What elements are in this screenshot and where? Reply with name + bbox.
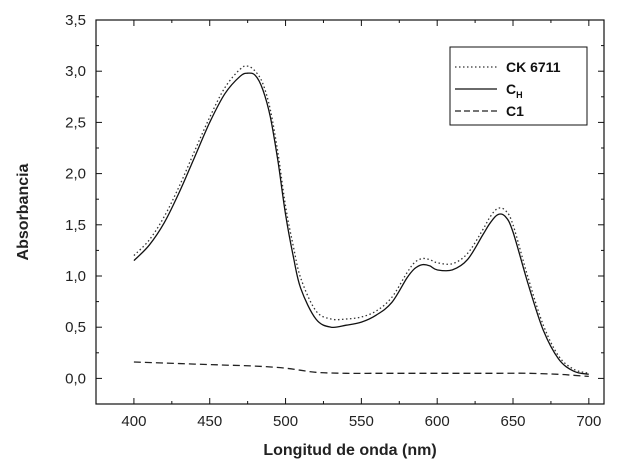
legend-label-ck6711: CK 6711 [506, 59, 561, 75]
series-line-1 [133, 72, 589, 375]
y-tick-label: 0,5 [65, 319, 86, 336]
x-tick-label: 450 [197, 413, 222, 430]
legend-label-c1: C1 [506, 103, 524, 119]
legend-label-ch: CH [506, 81, 523, 100]
y-axis: 0,0 0,5 1,0 1,5 2,0 2,5 3,0 3,5 [65, 12, 604, 387]
y-tick-label: 3,0 [65, 63, 86, 80]
x-tick-label: 550 [349, 413, 374, 430]
x-tick-label: 700 [576, 413, 601, 430]
series-line-0 [133, 65, 589, 374]
x-tick-label: 600 [425, 413, 450, 430]
y-tick-label: 2,0 [65, 166, 86, 183]
x-tick-label: 400 [121, 413, 146, 430]
y-tick-label: 0,0 [65, 370, 86, 387]
x-axis: 400 450 500 550 600 650 700 [121, 20, 601, 430]
y-tick-label: 3,5 [65, 12, 86, 29]
legend-box [449, 46, 588, 126]
y-tick-label: 2,5 [65, 114, 86, 131]
legend: CK 6711 CH C1 [449, 46, 588, 126]
y-tick-label: 1,0 [65, 268, 86, 285]
series-line-2 [133, 361, 589, 378]
x-tick-label: 650 [500, 413, 525, 430]
plot-frame [95, 19, 605, 405]
x-tick-label: 500 [273, 413, 298, 430]
legend-label-ch-subscript: H [516, 90, 523, 100]
y-axis-title: Absorbancia [15, 163, 32, 260]
series-layer [133, 65, 589, 378]
x-axis-title: Longitud de onda (nm) [263, 442, 436, 459]
y-tick-label: 1,5 [65, 217, 86, 234]
legend-label-ch-main: C [506, 81, 516, 97]
